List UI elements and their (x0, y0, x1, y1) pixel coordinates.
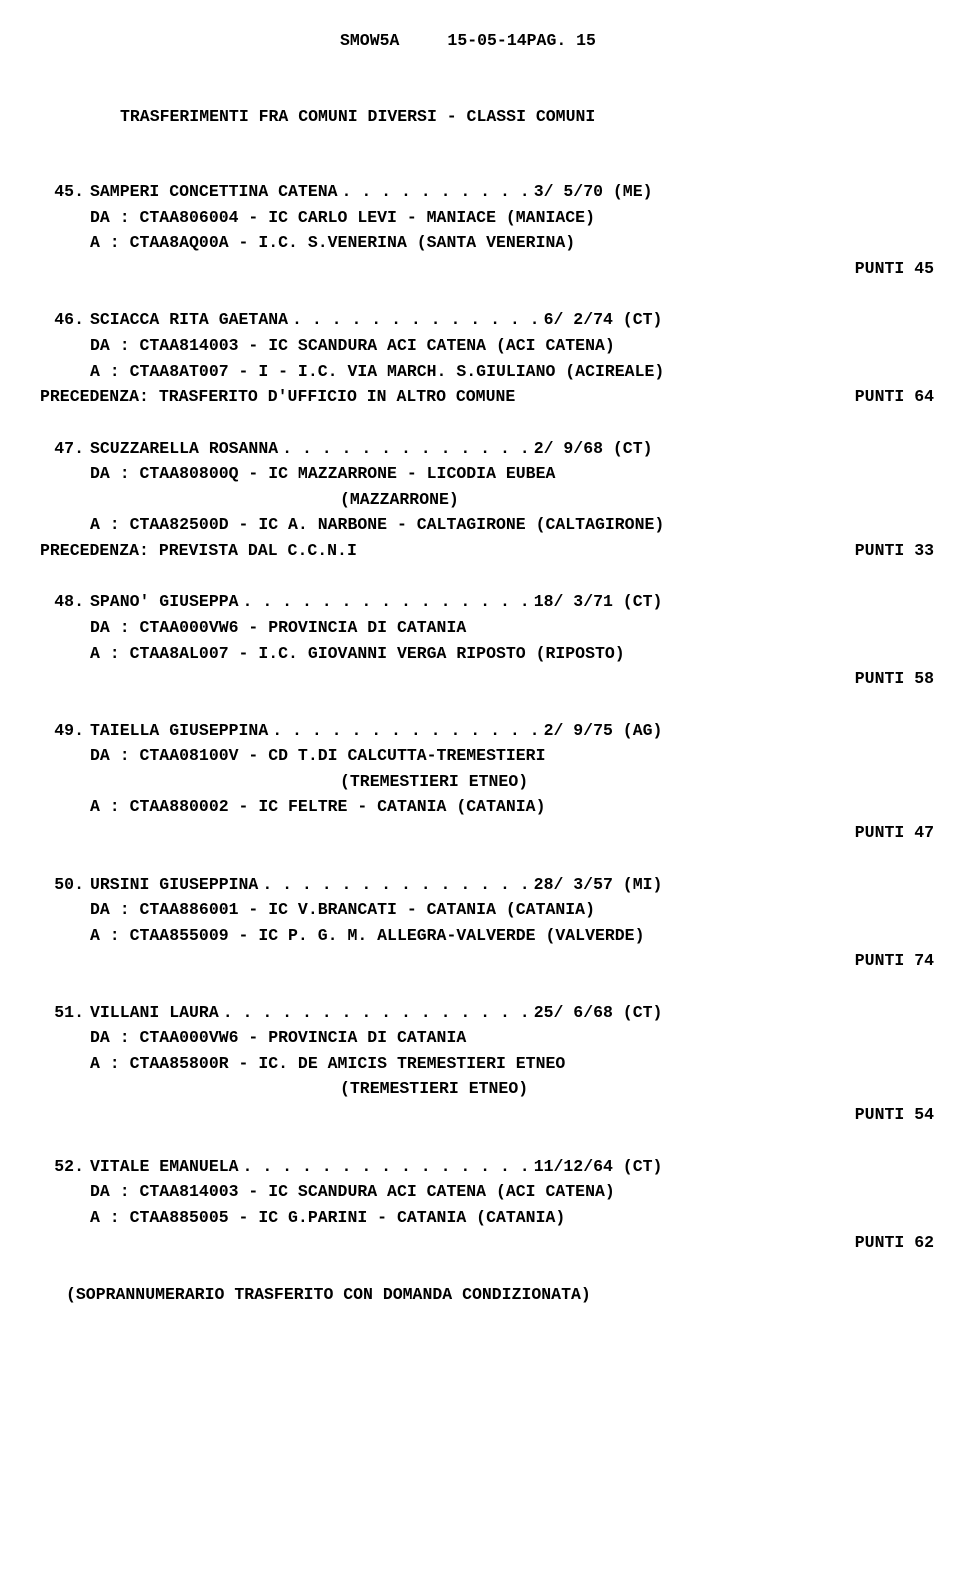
entry-date: 18/ 3/71 (CT) (534, 589, 663, 615)
footer-note: (SOPRANNUMERARIO TRASFERITO CON DOMANDA … (66, 1282, 938, 1308)
entry-header-line: 49.TAIELLA GIUSEPPINA . . . . . . . . . … (40, 718, 938, 744)
entry-da: DA : CTAA806004 - IC CARLO LEVI - MANIAC… (90, 205, 938, 231)
entry-da: DA : CTAA814003 - IC SCANDURA ACI CATENA… (90, 1179, 938, 1205)
entry-a: A : CTAA8AL007 - I.C. GIOVANNI VERGA RIP… (90, 641, 938, 667)
entry-a: A : CTAA8AT007 - I - I.C. VIA MARCH. S.G… (90, 359, 938, 385)
entry-punti: PUNTI 47 (40, 820, 934, 846)
entry-name: TAIELLA GIUSEPPINA (90, 718, 268, 744)
entry-date: 2/ 9/75 (AG) (544, 718, 663, 744)
entry-dots: . . . . . . . . . . . . . . (262, 872, 529, 898)
entry-name: SAMPERI CONCETTINA CATENA (90, 179, 338, 205)
entry-name: URSINI GIUSEPPINA (90, 872, 258, 898)
entry-da: DA : CTAA886001 - IC V.BRANCATI - CATANI… (90, 897, 938, 923)
entry: 48.SPANO' GIUSEPPA . . . . . . . . . . .… (40, 589, 938, 691)
entry-date: 2/ 9/68 (CT) (534, 436, 653, 462)
entry-da: DA : CTAA814003 - IC SCANDURA ACI CATENA… (90, 333, 938, 359)
entry-date: 28/ 3/57 (MI) (534, 872, 663, 898)
entry-number: 45. (40, 179, 84, 205)
entry-number: 50. (40, 872, 84, 898)
entry-date: 25/ 6/68 (CT) (534, 1000, 663, 1026)
entry-precedenza: PRECEDENZA: PREVISTA DAL C.C.N.I (40, 538, 855, 564)
entry-paren: (TREMESTIERI ETNEO) (340, 1076, 938, 1102)
entry-number: 52. (40, 1154, 84, 1180)
entry-header-line: 47.SCUZZARELLA ROSANNA . . . . . . . . .… (40, 436, 938, 462)
entry-date: 3/ 5/70 (ME) (534, 179, 653, 205)
entry-dots: . . . . . . . . . . (342, 179, 530, 205)
entry-punti: PUNTI 54 (40, 1102, 934, 1128)
entry-da: DA : CTAA80800Q - IC MAZZARRONE - LICODI… (90, 461, 938, 487)
entry-punti: PUNTI 58 (40, 666, 934, 692)
entry-dots: . . . . . . . . . . . . . . . . (223, 1000, 530, 1026)
section-title: TRASFERIMENTI FRA COMUNI DIVERSI - CLASS… (120, 104, 938, 130)
entry: 51.VILLANI LAURA . . . . . . . . . . . .… (40, 1000, 938, 1128)
entry-number: 46. (40, 307, 84, 333)
entry-dots: . . . . . . . . . . . . . (292, 307, 540, 333)
page-header: SMOW5A 15-05-14PAG. 15 (340, 28, 938, 54)
entry: 49.TAIELLA GIUSEPPINA . . . . . . . . . … (40, 718, 938, 846)
entry-dots: . . . . . . . . . . . . . (282, 436, 530, 462)
entry-precedenza-row: PRECEDENZA: PREVISTA DAL C.C.N.IPUNTI 33 (40, 538, 938, 564)
header-date-page: 15-05-14PAG. 15 (447, 28, 596, 54)
entry-paren: (MAZZARRONE) (340, 487, 938, 513)
header-code: SMOW5A (340, 28, 399, 54)
entry-header-line: 51.VILLANI LAURA . . . . . . . . . . . .… (40, 1000, 938, 1026)
entry-a: A : CTAA885005 - IC G.PARINI - CATANIA (… (90, 1205, 938, 1231)
entry-punti: PUNTI 62 (40, 1230, 934, 1256)
entry-da: DA : CTAA08100V - CD T.DI CALCUTTA-TREME… (90, 743, 938, 769)
entry-punti: PUNTI 74 (40, 948, 934, 974)
entry-precedenza-row: PRECEDENZA: TRASFERITO D'UFFICIO IN ALTR… (40, 384, 938, 410)
entry-a: A : CTAA82500D - IC A. NARBONE - CALTAGI… (90, 512, 938, 538)
entry-precedenza: PRECEDENZA: TRASFERITO D'UFFICIO IN ALTR… (40, 384, 855, 410)
entry-number: 48. (40, 589, 84, 615)
entry-punti: PUNTI 33 (855, 538, 934, 564)
entry: 50.URSINI GIUSEPPINA . . . . . . . . . .… (40, 872, 938, 974)
entry: 52.VITALE EMANUELA . . . . . . . . . . .… (40, 1154, 938, 1256)
entry-header-line: 50.URSINI GIUSEPPINA . . . . . . . . . .… (40, 872, 938, 898)
entry-da: DA : CTAA000VW6 - PROVINCIA DI CATANIA (90, 615, 938, 641)
entry-header-line: 46.SCIACCA RITA GAETANA . . . . . . . . … (40, 307, 938, 333)
entry-name: SPANO' GIUSEPPA (90, 589, 239, 615)
entry-name: SCUZZARELLA ROSANNA (90, 436, 278, 462)
entry-header-line: 52.VITALE EMANUELA . . . . . . . . . . .… (40, 1154, 938, 1180)
entry-a: A : CTAA8AQ00A - I.C. S.VENERINA (SANTA … (90, 230, 938, 256)
entry-name: SCIACCA RITA GAETANA (90, 307, 288, 333)
entry-a: A : CTAA855009 - IC P. G. M. ALLEGRA-VAL… (90, 923, 938, 949)
entry: 45.SAMPERI CONCETTINA CATENA . . . . . .… (40, 179, 938, 281)
entries-list: 45.SAMPERI CONCETTINA CATENA . . . . . .… (40, 179, 938, 1256)
entry-punti: PUNTI 64 (855, 384, 934, 410)
entry-dots: . . . . . . . . . . . . . . . (243, 589, 530, 615)
entry-da: DA : CTAA000VW6 - PROVINCIA DI CATANIA (90, 1025, 938, 1051)
entry-dots: . . . . . . . . . . . . . . (272, 718, 539, 744)
entry-name: VILLANI LAURA (90, 1000, 219, 1026)
entry-date: 11/12/64 (CT) (534, 1154, 663, 1180)
entry-number: 47. (40, 436, 84, 462)
entry-number: 49. (40, 718, 84, 744)
entry-header-line: 48.SPANO' GIUSEPPA . . . . . . . . . . .… (40, 589, 938, 615)
entry-header-line: 45.SAMPERI CONCETTINA CATENA . . . . . .… (40, 179, 938, 205)
entry-name: VITALE EMANUELA (90, 1154, 239, 1180)
entry-a: A : CTAA85800R - IC. DE AMICIS TREMESTIE… (90, 1051, 938, 1077)
entry-paren: (TREMESTIERI ETNEO) (340, 769, 938, 795)
entry-punti: PUNTI 45 (40, 256, 934, 282)
entry-dots: . . . . . . . . . . . . . . . (243, 1154, 530, 1180)
entry: 47.SCUZZARELLA ROSANNA . . . . . . . . .… (40, 436, 938, 564)
entry-a: A : CTAA880002 - IC FELTRE - CATANIA (CA… (90, 794, 938, 820)
entry-date: 6/ 2/74 (CT) (544, 307, 663, 333)
entry-number: 51. (40, 1000, 84, 1026)
entry: 46.SCIACCA RITA GAETANA . . . . . . . . … (40, 307, 938, 409)
